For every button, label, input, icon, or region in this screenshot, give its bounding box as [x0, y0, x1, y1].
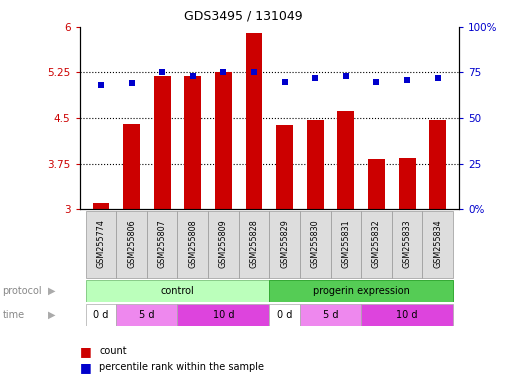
Bar: [338, 111, 354, 209]
Bar: [269, 211, 300, 278]
Text: ▶: ▶: [48, 310, 56, 320]
Point: [127, 80, 135, 86]
Text: GSM255833: GSM255833: [403, 219, 411, 268]
Bar: [361, 211, 392, 278]
Bar: [246, 33, 263, 209]
Bar: [177, 304, 269, 326]
Text: 5 d: 5 d: [139, 310, 154, 320]
Point: [219, 70, 227, 76]
Text: progerin expression: progerin expression: [313, 286, 409, 296]
Bar: [116, 211, 147, 278]
Bar: [368, 159, 385, 209]
Point: [342, 73, 350, 79]
Text: GSM255806: GSM255806: [127, 219, 136, 268]
Bar: [92, 203, 109, 209]
Bar: [123, 124, 140, 209]
Text: GSM255831: GSM255831: [341, 219, 350, 268]
Bar: [300, 304, 361, 326]
Text: 0 d: 0 d: [277, 310, 292, 320]
Bar: [184, 76, 201, 209]
Bar: [300, 211, 330, 278]
Bar: [86, 280, 269, 302]
Bar: [177, 211, 208, 278]
Text: ■: ■: [80, 361, 91, 374]
Point: [281, 79, 289, 85]
Bar: [239, 211, 269, 278]
Bar: [392, 211, 422, 278]
Point: [433, 75, 442, 81]
Text: GSM255774: GSM255774: [96, 219, 106, 268]
Bar: [269, 304, 300, 326]
Text: protocol: protocol: [3, 286, 42, 296]
Point: [403, 77, 411, 83]
Text: ■: ■: [80, 345, 91, 358]
Text: GSM255808: GSM255808: [188, 219, 198, 268]
Point: [189, 73, 197, 79]
Bar: [330, 211, 361, 278]
Text: 5 d: 5 d: [323, 310, 338, 320]
Point: [372, 79, 381, 85]
Bar: [154, 76, 171, 209]
Point: [250, 70, 258, 76]
Text: GSM255832: GSM255832: [372, 219, 381, 268]
Text: GSM255828: GSM255828: [249, 219, 259, 268]
Bar: [399, 157, 416, 209]
Text: percentile rank within the sample: percentile rank within the sample: [99, 362, 264, 372]
Text: 10 d: 10 d: [397, 310, 418, 320]
Bar: [147, 211, 177, 278]
Point: [97, 82, 105, 88]
Bar: [307, 120, 324, 209]
Text: ▶: ▶: [48, 286, 56, 296]
Text: GDS3495 / 131049: GDS3495 / 131049: [184, 10, 303, 23]
Text: GSM255809: GSM255809: [219, 219, 228, 268]
Bar: [361, 304, 453, 326]
Point: [311, 75, 320, 81]
Text: count: count: [99, 346, 127, 356]
Point: [158, 70, 166, 76]
Text: GSM255807: GSM255807: [157, 219, 167, 268]
Bar: [208, 211, 239, 278]
Bar: [215, 73, 232, 209]
Text: control: control: [161, 286, 194, 296]
Text: GSM255830: GSM255830: [311, 219, 320, 268]
Bar: [422, 211, 453, 278]
Bar: [429, 120, 446, 209]
Bar: [269, 280, 453, 302]
Text: time: time: [3, 310, 25, 320]
Text: GSM255834: GSM255834: [433, 219, 442, 268]
Bar: [86, 211, 116, 278]
Bar: [86, 304, 116, 326]
Bar: [116, 304, 177, 326]
Text: 0 d: 0 d: [93, 310, 109, 320]
Text: GSM255829: GSM255829: [280, 219, 289, 268]
Bar: [276, 126, 293, 209]
Text: 10 d: 10 d: [213, 310, 234, 320]
